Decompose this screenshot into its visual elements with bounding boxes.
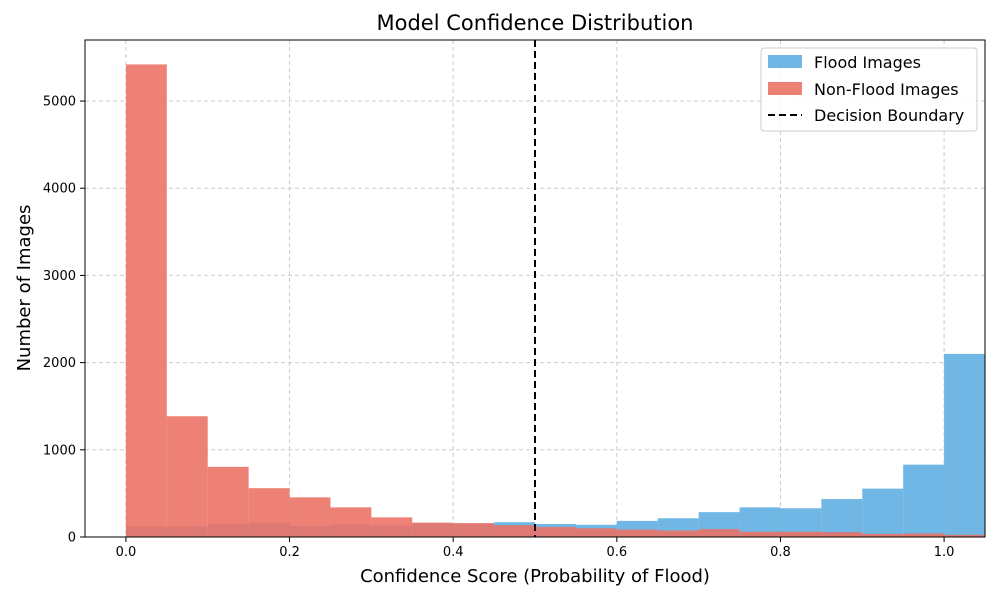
x-axis-label: Confidence Score (Probability of Flood) <box>360 566 710 587</box>
x-tick-label: 0.4 <box>443 545 464 560</box>
non-flood-bar-2 <box>207 466 249 537</box>
non-flood-bar-0 <box>125 64 167 537</box>
y-tick-label: 2000 <box>43 356 76 371</box>
y-tick-label: 4000 <box>43 182 76 197</box>
legend-label-non-flood: Non-Flood Images <box>814 80 959 99</box>
non-flood-bars <box>125 64 985 537</box>
non-flood-bar-15 <box>739 531 781 537</box>
non-flood-bar-19 <box>903 533 945 537</box>
non-flood-bar-7 <box>412 522 454 537</box>
flood-bar-19 <box>903 464 945 537</box>
non-flood-bar-3 <box>248 488 290 537</box>
y-tick-label: 1000 <box>43 443 76 458</box>
non-flood-bar-6 <box>371 517 413 537</box>
x-tick-label: 1.0 <box>934 545 955 560</box>
x-tick-label: 0.2 <box>279 545 300 560</box>
x-tick-label: 0.0 <box>116 545 137 560</box>
non-flood-bar-14 <box>698 529 740 537</box>
legend: Flood Images Non-Flood Images Decision B… <box>760 47 978 132</box>
chart-title: Model Confidence Distribution <box>377 11 694 35</box>
non-flood-bar-12 <box>616 529 658 537</box>
legend-swatch-flood <box>768 55 802 68</box>
non-flood-bar-18 <box>862 533 904 537</box>
legend-swatch-non-flood <box>768 82 802 95</box>
y-axis: 0 1000 2000 3000 4000 5000 <box>43 95 85 546</box>
non-flood-bar-8 <box>453 523 495 537</box>
non-flood-bar-9 <box>494 525 535 537</box>
flood-bar-17 <box>821 499 863 537</box>
non-flood-bar-13 <box>657 530 699 537</box>
legend-label-flood: Flood Images <box>814 53 921 72</box>
x-axis: 0.0 0.2 0.4 0.6 0.8 1.0 <box>116 537 955 560</box>
y-tick-label: 0 <box>68 531 76 546</box>
legend-label-boundary: Decision Boundary <box>814 106 964 125</box>
y-axis-label: Number of Images <box>14 205 35 372</box>
y-tick-label: 5000 <box>43 95 76 110</box>
non-flood-bar-16 <box>780 531 822 537</box>
non-flood-bar-1 <box>166 416 208 537</box>
flood-bar-18 <box>862 488 904 537</box>
y-tick-label: 3000 <box>43 269 76 284</box>
non-flood-bar-20 <box>944 534 985 537</box>
non-flood-bar-5 <box>330 507 372 537</box>
non-flood-bar-11 <box>575 528 617 537</box>
x-tick-label: 0.6 <box>606 545 627 560</box>
legend-box <box>760 47 978 132</box>
non-flood-bar-10 <box>535 526 576 537</box>
plot-frame <box>84 39 986 538</box>
non-flood-bar-4 <box>289 497 331 537</box>
x-tick-label: 0.8 <box>770 545 791 560</box>
non-flood-bar-17 <box>821 532 863 537</box>
flood-bar-20 <box>944 353 985 537</box>
